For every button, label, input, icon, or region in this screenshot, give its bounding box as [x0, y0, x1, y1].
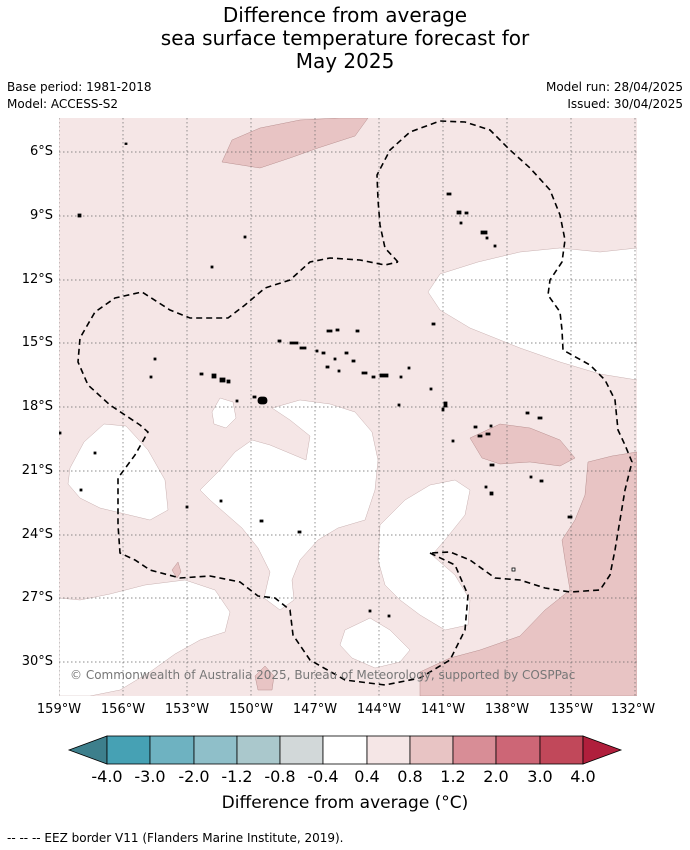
- white-region-central: [199, 399, 379, 611]
- base-period-text: Base period: 1981-2018: [7, 80, 152, 94]
- lat-label-12s: 12°S: [21, 272, 53, 287]
- colorbar-bin-2: [149, 735, 195, 765]
- title-line-3: May 2025: [295, 49, 395, 73]
- anomaly-field: [59, 118, 637, 696]
- title-line-2: sea surface temperature forecast for: [160, 26, 530, 50]
- lat-label-21s: 21°S: [21, 463, 53, 478]
- white-region-southwest: [59, 579, 231, 696]
- copyright-notice: © Commonwealth of Australia 2025, Bureau…: [70, 668, 576, 682]
- white-region-west: [67, 423, 169, 521]
- lon-label-141w: 141°W: [420, 702, 466, 717]
- colorbar-bin-4: [236, 735, 281, 765]
- colorbar-tick-label: 1.2: [440, 767, 466, 786]
- white-region-small: [211, 397, 237, 429]
- colorbar-tick-label: 3.0: [527, 767, 553, 786]
- graticule: [59, 118, 637, 696]
- colorbar-bin-8: [409, 735, 454, 765]
- colorbar-lower-extend: [67, 735, 108, 765]
- lon-label-153w: 153°W: [164, 702, 210, 717]
- colorbar-tick-label: -2.0: [178, 767, 210, 786]
- colorbar-bin-11: [539, 735, 584, 765]
- colorbar-bin-7: [366, 735, 411, 765]
- lon-label-135w: 135°W: [548, 702, 594, 717]
- meta-right: Model run: 28/04/2025 Issued: 30/04/2025: [546, 79, 683, 113]
- colorbar-bin-5: [279, 735, 324, 765]
- colorbar-tick-label: -4.0: [91, 767, 123, 786]
- issued-text: Issued: 30/04/2025: [567, 97, 683, 111]
- colorbar-tick-label: -0.4: [307, 767, 339, 786]
- map-title: Difference from average sea surface temp…: [0, 4, 690, 73]
- eez-legend-note: -- -- -- EEZ border V11 (Flanders Marine…: [7, 831, 344, 845]
- colorbar-tick-label: 2.0: [483, 767, 509, 786]
- lat-label-18s: 18°S: [21, 399, 53, 414]
- islands: [59, 142, 573, 618]
- warm-region-southeast: [419, 451, 637, 696]
- lon-label-132w: 132°W: [610, 702, 656, 717]
- eez-borders: [77, 120, 633, 686]
- colorbar-bin-6: [322, 735, 368, 765]
- colorbar-tick-label: 0.4: [354, 767, 380, 786]
- lat-label-6s: 6°S: [29, 144, 53, 159]
- model-text: Model: ACCESS-S2: [7, 97, 119, 111]
- title-line-1: Difference from average: [222, 3, 468, 27]
- lon-label-147w: 147°W: [292, 702, 338, 717]
- lat-label-30s: 30°S: [21, 654, 53, 669]
- colorbar-bin-10: [495, 735, 541, 765]
- colorbar-upper-extend: [582, 735, 623, 765]
- lon-label-156w: 156°W: [100, 702, 146, 717]
- colorbar-tick-label: 4.0: [570, 767, 596, 786]
- warm-region-tiny: [171, 561, 182, 579]
- colorbar-bin-3: [193, 735, 238, 765]
- colorbar-title: Difference from average (°C): [221, 793, 469, 813]
- lon-label-138w: 138°W: [484, 702, 530, 717]
- lat-label-15s: 15°S: [21, 335, 53, 350]
- lon-label-144w: 144°W: [356, 702, 402, 717]
- lon-label-159w: 159°W: [36, 702, 82, 717]
- meta-left: Base period: 1981-2018 Model: ACCESS-S2: [7, 79, 152, 113]
- colorbar-tick-label: -1.2: [221, 767, 253, 786]
- model-run-text: Model run: 28/04/2025: [545, 80, 683, 94]
- warm-region-east: [469, 423, 576, 467]
- colorbar-tick-label: -0.8: [264, 767, 296, 786]
- colorbar: [67, 735, 623, 765]
- lat-label-9s: 9°S: [29, 208, 53, 223]
- lat-label-27s: 27°S: [21, 590, 53, 605]
- colorbar-bin-9: [452, 735, 497, 765]
- eez-border-south: [77, 257, 469, 686]
- warm-region-north: [221, 118, 369, 169]
- lon-label-150w: 150°W: [228, 702, 274, 717]
- colorbar-tick-label: -3.0: [134, 767, 166, 786]
- white-region-northeast: [427, 247, 637, 381]
- lat-label-24s: 24°S: [21, 527, 53, 542]
- colorbar-bin-1: [106, 735, 151, 765]
- white-region-east-central: [377, 479, 471, 631]
- warm-region-small-south: [254, 665, 275, 691]
- colorbar-tick-label: 0.8: [397, 767, 423, 786]
